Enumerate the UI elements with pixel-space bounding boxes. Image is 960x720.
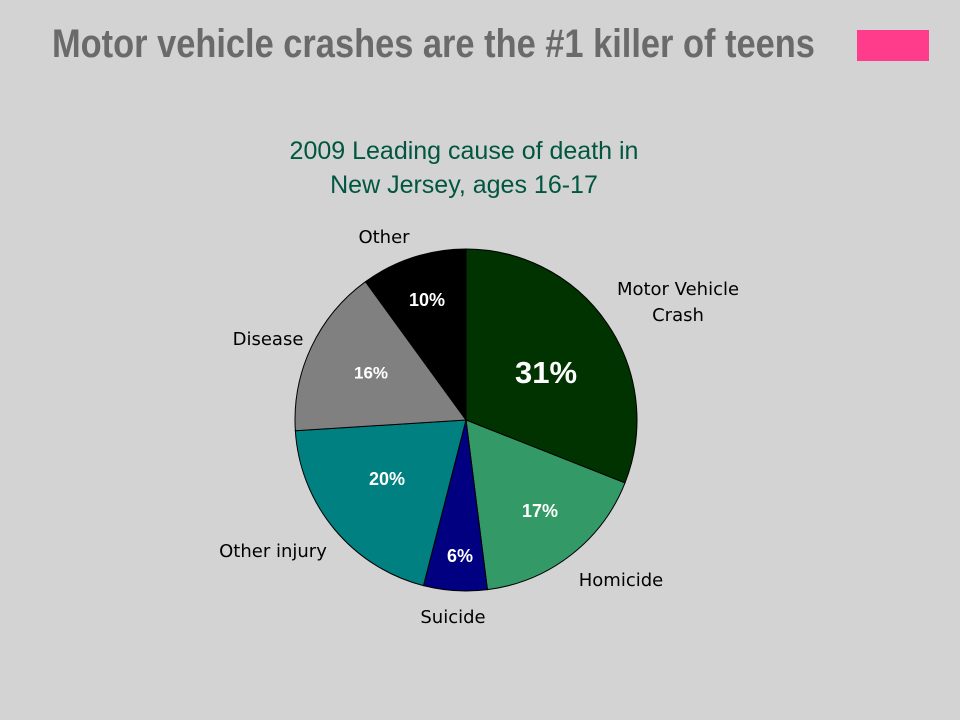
slice-category-label: Disease (233, 329, 304, 350)
pie-slice (465, 248, 638, 484)
chart-title-line-1: 2009 Leading cause of death in (290, 137, 639, 165)
accent-bar (857, 30, 929, 61)
slice-percent-label: 16% (354, 363, 388, 382)
slice-category-label: Motor Vehicle (617, 279, 739, 300)
pie-slice (294, 419, 467, 587)
slice-category-label: Homicide (579, 570, 663, 591)
slice-category-label: Other (358, 227, 410, 248)
slice-category-label: Other injury (219, 541, 327, 562)
chart-title-line-2: New Jersey, ages 16-17 (330, 171, 598, 199)
slice-percent-label: 17% (522, 501, 558, 521)
slice-percent-label: 10% (409, 290, 445, 310)
slice-percent-label: 31% (515, 355, 577, 390)
slice-percent-label: 6% (447, 546, 473, 566)
pie-slice (364, 248, 467, 422)
pie-slice (465, 419, 626, 591)
pie-slice (294, 280, 467, 432)
slice-category-label: Crash (652, 305, 704, 326)
slice-category-label: Suicide (420, 607, 485, 628)
slide-title: Motor vehicle crashes are the #1 killer … (52, 22, 815, 66)
slice-percent-label: 20% (369, 469, 405, 489)
